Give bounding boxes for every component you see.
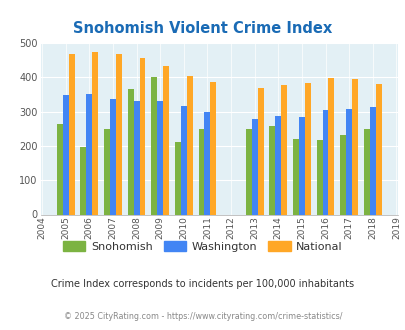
Text: © 2025 CityRating.com - https://www.cityrating.com/crime-statistics/: © 2025 CityRating.com - https://www.city… [64,312,341,321]
Bar [92,52,98,214]
Bar [133,101,139,214]
Bar [281,85,286,214]
Bar [86,94,92,214]
Bar [139,58,145,214]
Bar [363,129,369,214]
Bar [292,139,298,214]
Bar [63,95,68,214]
Bar [163,66,168,214]
Bar [339,135,345,214]
Bar [369,108,375,214]
Bar [257,88,263,214]
Bar [175,143,180,214]
Bar [110,99,115,214]
Bar [269,126,275,214]
Bar [68,53,75,214]
Bar [251,119,257,214]
Bar [115,54,122,214]
Bar [210,82,216,214]
Bar [198,129,204,214]
Legend: Snohomish, Washington, National: Snohomish, Washington, National [59,237,346,256]
Bar [275,115,281,214]
Bar [80,147,86,214]
Bar [375,84,381,214]
Text: Snohomish Violent Crime Index: Snohomish Violent Crime Index [73,21,332,36]
Bar [157,101,163,214]
Bar [328,78,334,214]
Bar [304,83,310,214]
Bar [186,76,192,214]
Bar [104,129,110,214]
Bar [351,79,357,214]
Text: Crime Index corresponds to incidents per 100,000 inhabitants: Crime Index corresponds to incidents per… [51,279,354,289]
Bar [245,129,251,214]
Bar [180,106,186,214]
Bar [204,112,210,214]
Bar [298,117,304,214]
Bar [316,140,322,214]
Bar [57,123,63,214]
Bar [128,89,133,214]
Bar [322,110,328,214]
Bar [151,77,157,214]
Bar [345,110,351,214]
